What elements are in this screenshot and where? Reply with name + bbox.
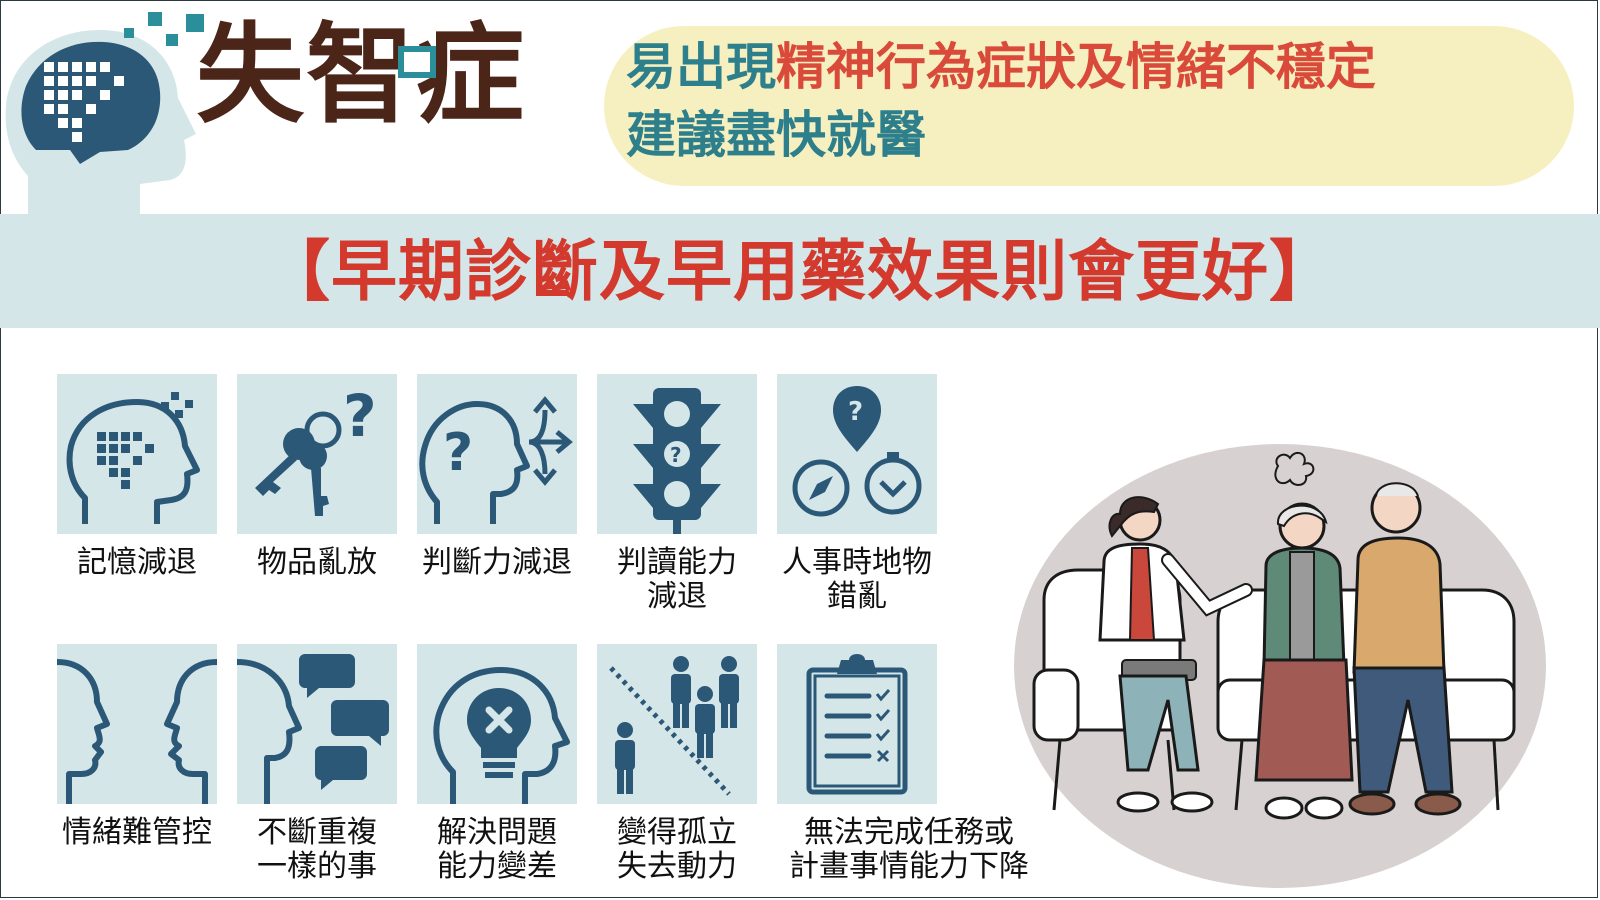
symptom-label: 判斷力減退 [422, 545, 572, 580]
symptom-label: 記憶減退 [77, 545, 197, 580]
isolated-person-icon [609, 656, 739, 796]
banner [0, 214, 1600, 328]
symptom-label: 人事時地物 錯亂 [782, 545, 932, 614]
symptom-tile-emotion [57, 644, 217, 804]
symptom-tile-isolation [597, 644, 757, 804]
title-pixel-marker [398, 46, 436, 78]
symptom-tile-memory [57, 374, 217, 534]
symptom-label: 不斷重複 一樣的事 [257, 815, 377, 884]
symptom-tile-misplacing: ? [237, 374, 397, 534]
traffic-light-icon: ? [633, 388, 721, 534]
brain-logo-icon [5, 12, 204, 214]
faces-arguing-icon [57, 659, 217, 804]
symptom-label: 無法完成任務或 計畫事情能力下降 [789, 815, 1029, 884]
symptom-tile-problem-solving [417, 644, 577, 804]
keys-question-icon: ? [255, 382, 377, 516]
head-arrows-icon: ? [419, 396, 573, 524]
svg-text:?: ? [848, 397, 863, 427]
svg-text:?: ? [443, 423, 473, 483]
svg-text:?: ? [343, 382, 377, 450]
symptom-label: 變得孤立 失去動力 [617, 815, 737, 884]
svg-text:?: ? [670, 443, 682, 467]
doctor-elderly-couple-illustration [1014, 444, 1546, 888]
symptom-label: 情緒難管控 [62, 815, 212, 850]
symptom-tile-disorientation: ? [777, 374, 937, 534]
banner-text: 【早期診斷及早用藥效果則會更好】 [264, 233, 1336, 310]
symptom-label: 物品亂放 [257, 545, 377, 580]
clipboard-checklist-icon [806, 654, 908, 795]
symptom-tile-judgement: ? [417, 374, 577, 534]
notice-line-1: 易出現精神行為症狀及情緒不穩定 [626, 40, 1376, 95]
notice-emphasis: 精神行為症狀及情緒不穩定 [776, 38, 1376, 96]
notice-line-2: 建議盡快就醫 [626, 106, 926, 164]
notice-prefix: 易出現 [626, 38, 776, 96]
symptom-tile-planning [777, 644, 937, 804]
brain-pixel-icon [66, 392, 200, 524]
symptom-label: 解決問題 能力變差 [437, 815, 557, 884]
symptom-tile-interpretation: ? [597, 374, 757, 534]
page-title: 失智症 [196, 13, 527, 138]
location-compass-icon: ? [792, 386, 922, 517]
head-speech-icon [237, 654, 389, 804]
symptom-label: 判讀能力 減退 [617, 545, 737, 614]
broken-bulb-icon [433, 667, 570, 804]
symptom-tile-repeating [237, 644, 397, 804]
notice-pill [604, 26, 1574, 186]
